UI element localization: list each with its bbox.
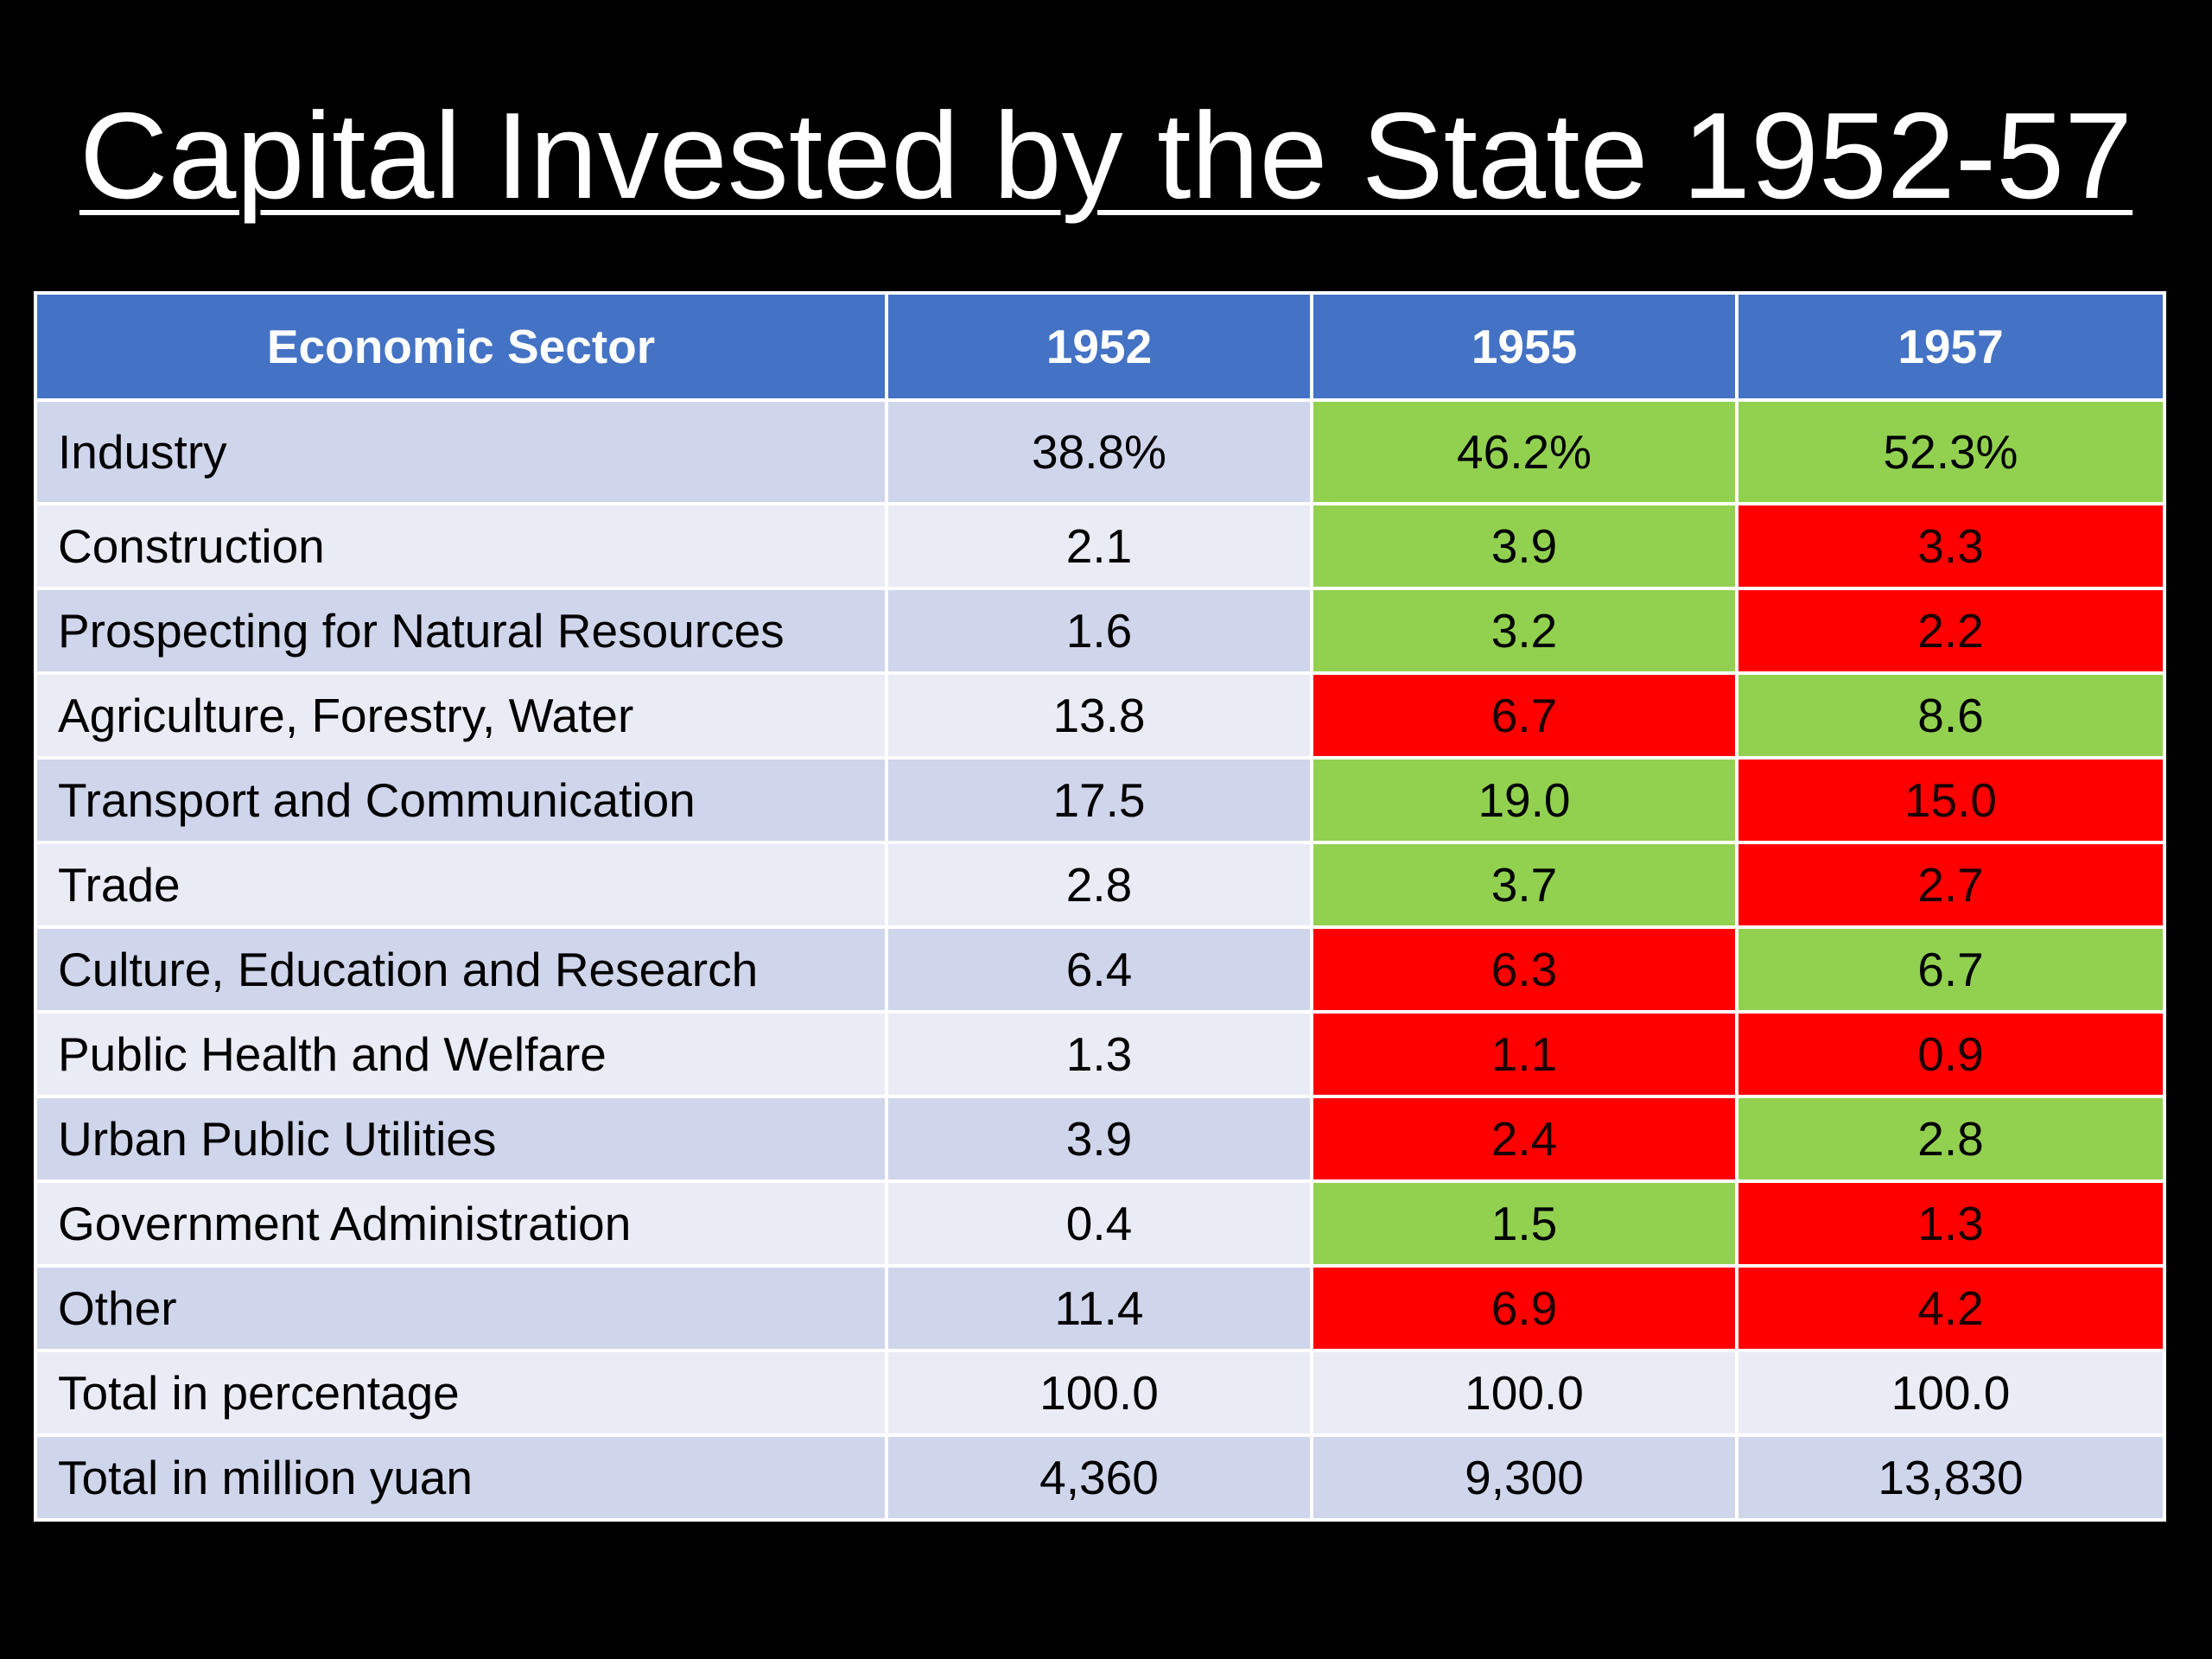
value-1955: 6.3 [1310, 925, 1738, 1014]
table-row: Transport and Communication 17.5 19.0 15… [34, 756, 2166, 844]
sector-label: Total in million yuan [34, 1433, 888, 1522]
value-1955: 19.0 [1310, 756, 1738, 844]
sector-label: Government Administration [34, 1179, 888, 1268]
sector-label: Total in percentage [34, 1349, 888, 1437]
table-row: Trade 2.8 3.7 2.7 [34, 841, 2166, 929]
value-1952: 13.8 [885, 671, 1313, 760]
value-1952: 0.4 [885, 1179, 1313, 1268]
sector-label: Trade [34, 841, 888, 929]
value-1955: 3.9 [1310, 502, 1738, 590]
header-economic-sector: Economic Sector [34, 291, 888, 402]
table-row: Construction 2.1 3.9 3.3 [34, 502, 2166, 590]
investment-table: Economic Sector 1952 1955 1957 Industry … [34, 291, 2166, 1522]
table-row: Government Administration 0.4 1.5 1.3 [34, 1179, 2166, 1268]
table-row: Public Health and Welfare 1.3 1.1 0.9 [34, 1010, 2166, 1098]
value-1955: 9,300 [1310, 1433, 1738, 1522]
sector-label: Public Health and Welfare [34, 1010, 888, 1098]
sector-label: Other [34, 1264, 888, 1352]
value-1952: 11.4 [885, 1264, 1313, 1352]
sector-label: Industry [34, 398, 888, 505]
value-1957: 13,830 [1735, 1433, 2166, 1522]
value-1952: 4,360 [885, 1433, 1313, 1522]
header-1955: 1955 [1310, 291, 1738, 402]
value-1957: 6.7 [1735, 925, 2166, 1014]
page-title: Capital Invested by the State 1952-57 [79, 87, 2133, 225]
value-1952: 38.8% [885, 398, 1313, 505]
value-1957: 100.0 [1735, 1349, 2166, 1437]
value-1955: 3.7 [1310, 841, 1738, 929]
value-1955: 6.7 [1310, 671, 1738, 760]
value-1957: 2.2 [1735, 587, 2166, 675]
value-1952: 1.3 [885, 1010, 1313, 1098]
value-1955: 1.1 [1310, 1010, 1738, 1098]
value-1957: 8.6 [1735, 671, 2166, 760]
value-1955: 3.2 [1310, 587, 1738, 675]
table-row: Total in percentage 100.0 100.0 100.0 [34, 1349, 2166, 1437]
table-row: Other 11.4 6.9 4.2 [34, 1264, 2166, 1352]
sector-label: Prospecting for Natural Resources [34, 587, 888, 675]
sector-label: Urban Public Utilities [34, 1095, 888, 1183]
sector-label: Agriculture, Forestry, Water [34, 671, 888, 760]
value-1957: 15.0 [1735, 756, 2166, 844]
value-1957: 3.3 [1735, 502, 2166, 590]
table-row: Urban Public Utilities 3.9 2.4 2.8 [34, 1095, 2166, 1183]
value-1957: 0.9 [1735, 1010, 2166, 1098]
value-1952: 17.5 [885, 756, 1313, 844]
value-1952: 100.0 [885, 1349, 1313, 1437]
sector-label: Transport and Communication [34, 756, 888, 844]
value-1957: 2.7 [1735, 841, 2166, 929]
header-1957: 1957 [1735, 291, 2166, 402]
table-row: Culture, Education and Research 6.4 6.3 … [34, 925, 2166, 1014]
value-1952: 1.6 [885, 587, 1313, 675]
header-1952: 1952 [885, 291, 1313, 402]
value-1955: 46.2% [1310, 398, 1738, 505]
value-1955: 1.5 [1310, 1179, 1738, 1268]
sector-label: Construction [34, 502, 888, 590]
table-row: Prospecting for Natural Resources 1.6 3.… [34, 587, 2166, 675]
value-1955: 2.4 [1310, 1095, 1738, 1183]
value-1957: 2.8 [1735, 1095, 2166, 1183]
value-1952: 6.4 [885, 925, 1313, 1014]
table-row: Industry 38.8% 46.2% 52.3% [34, 398, 2166, 505]
value-1957: 52.3% [1735, 398, 2166, 505]
table-header-row: Economic Sector 1952 1955 1957 [34, 291, 2166, 402]
table-row: Total in million yuan 4,360 9,300 13,830 [34, 1433, 2166, 1522]
value-1955: 100.0 [1310, 1349, 1738, 1437]
sector-label: Culture, Education and Research [34, 925, 888, 1014]
value-1952: 3.9 [885, 1095, 1313, 1183]
value-1952: 2.1 [885, 502, 1313, 590]
table-row: Agriculture, Forestry, Water 13.8 6.7 8.… [34, 671, 2166, 760]
value-1955: 6.9 [1310, 1264, 1738, 1352]
value-1952: 2.8 [885, 841, 1313, 929]
value-1957: 1.3 [1735, 1179, 2166, 1268]
value-1957: 4.2 [1735, 1264, 2166, 1352]
